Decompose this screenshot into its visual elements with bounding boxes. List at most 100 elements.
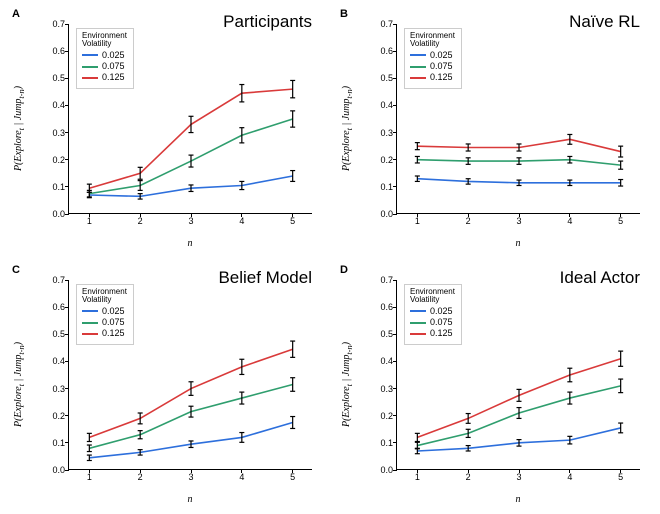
- panel-a: AParticipantsP(Exploret | Jumpt-n)n0.00.…: [6, 6, 326, 251]
- legend-item: 0.125: [82, 328, 127, 339]
- legend-label: 0.025: [102, 50, 125, 61]
- x-tick-label: 1: [415, 216, 420, 226]
- legend-label: 0.125: [102, 328, 125, 339]
- x-tick-label: 1: [415, 472, 420, 482]
- y-tick-label: 0.0: [52, 209, 65, 219]
- legend-label: 0.075: [430, 317, 453, 328]
- y-tick-label: 0.2: [380, 155, 393, 165]
- legend-label: 0.075: [430, 61, 453, 72]
- panel-b: BNaïve RLP(Exploret | Jumpt-n)n0.00.10.2…: [334, 6, 654, 251]
- legend-swatch: [410, 333, 426, 335]
- panel-d: DIdeal ActorP(Exploret | Jumpt-n)n0.00.1…: [334, 262, 654, 507]
- y-tick-label: 0.7: [52, 19, 65, 29]
- y-tick-label: 0.5: [380, 73, 393, 83]
- panel-c: CBelief ModelP(Exploret | Jumpt-n)n0.00.…: [6, 262, 326, 507]
- y-tick-label: 0.3: [380, 128, 393, 138]
- x-tick-label: 3: [516, 216, 521, 226]
- legend-label: 0.025: [102, 306, 125, 317]
- y-tick-label: 0.2: [52, 411, 65, 421]
- y-tick-label: 0.7: [380, 275, 393, 285]
- legend-item: 0.075: [82, 61, 127, 72]
- x-tick-label: 2: [466, 472, 471, 482]
- legend: EnvironmentVolatility0.0250.0750.125: [76, 28, 134, 89]
- legend-item: 0.125: [410, 328, 455, 339]
- y-axis-label: P(Exploret | Jumpt-n): [10, 6, 30, 251]
- legend-item: 0.025: [410, 306, 455, 317]
- legend-title: EnvironmentVolatility: [410, 32, 455, 49]
- y-axis-label: P(Exploret | Jumpt-n): [10, 262, 30, 507]
- y-tick-label: 0.7: [380, 19, 393, 29]
- y-tick-label: 0.4: [52, 356, 65, 366]
- x-tick-label: 2: [138, 216, 143, 226]
- y-tick-label: 0.6: [380, 302, 393, 312]
- y-tick: [393, 214, 397, 215]
- legend-swatch: [410, 66, 426, 68]
- x-tick-label: 3: [188, 216, 193, 226]
- legend-label: 0.125: [102, 72, 125, 83]
- y-tick-label: 0.1: [380, 182, 393, 192]
- legend-title: EnvironmentVolatility: [410, 288, 455, 305]
- x-tick-label: 3: [516, 472, 521, 482]
- y-tick-label: 0.4: [380, 356, 393, 366]
- legend-swatch: [82, 66, 98, 68]
- legend-label: 0.075: [102, 317, 125, 328]
- legend-item: 0.075: [82, 317, 127, 328]
- legend-label: 0.125: [430, 328, 453, 339]
- x-axis-label: n: [396, 494, 640, 505]
- x-tick-label: 5: [290, 472, 295, 482]
- x-axis-label: n: [68, 494, 312, 505]
- x-tick-label: 5: [618, 216, 623, 226]
- y-tick: [393, 470, 397, 471]
- y-tick-label: 0.2: [380, 411, 393, 421]
- legend-label: 0.025: [430, 306, 453, 317]
- legend-swatch: [82, 333, 98, 335]
- y-tick-label: 0.0: [380, 465, 393, 475]
- series-line: [89, 89, 292, 188]
- x-tick-label: 5: [618, 472, 623, 482]
- x-tick-label: 1: [87, 472, 92, 482]
- legend-swatch: [82, 322, 98, 324]
- y-tick-label: 0.1: [380, 438, 393, 448]
- x-axis-label: n: [396, 238, 640, 249]
- legend-item: 0.075: [410, 61, 455, 72]
- legend-item: 0.075: [410, 317, 455, 328]
- legend-title: EnvironmentVolatility: [82, 288, 127, 305]
- y-tick-label: 0.4: [52, 100, 65, 110]
- legend-swatch: [410, 77, 426, 79]
- x-axis-label: n: [68, 238, 312, 249]
- y-tick-label: 0.6: [380, 46, 393, 56]
- x-tick-label: 2: [466, 216, 471, 226]
- x-tick-label: 4: [239, 216, 244, 226]
- y-tick: [65, 214, 69, 215]
- legend-item: 0.025: [82, 306, 127, 317]
- legend: EnvironmentVolatility0.0250.0750.125: [76, 284, 134, 345]
- legend-swatch: [410, 322, 426, 324]
- legend-swatch: [410, 54, 426, 56]
- legend-item: 0.125: [410, 72, 455, 83]
- y-tick-label: 0.5: [52, 73, 65, 83]
- y-tick: [65, 470, 69, 471]
- y-tick-label: 0.5: [380, 329, 393, 339]
- x-tick-label: 4: [567, 472, 572, 482]
- y-tick-label: 0.3: [52, 384, 65, 394]
- y-tick-label: 0.1: [52, 182, 65, 192]
- legend-item: 0.125: [82, 72, 127, 83]
- legend-swatch: [82, 310, 98, 312]
- legend: EnvironmentVolatility0.0250.0750.125: [404, 28, 462, 89]
- y-tick-label: 0.5: [52, 329, 65, 339]
- x-tick-label: 1: [87, 216, 92, 226]
- legend-label: 0.075: [102, 61, 125, 72]
- y-tick-label: 0.6: [52, 302, 65, 312]
- y-tick-label: 0.6: [52, 46, 65, 56]
- legend-swatch: [410, 310, 426, 312]
- y-tick-label: 0.2: [52, 155, 65, 165]
- legend-swatch: [82, 54, 98, 56]
- legend-label: 0.025: [430, 50, 453, 61]
- legend-label: 0.125: [430, 72, 453, 83]
- legend-swatch: [82, 77, 98, 79]
- x-tick-label: 3: [188, 472, 193, 482]
- legend-item: 0.025: [82, 50, 127, 61]
- y-tick-label: 0.0: [52, 465, 65, 475]
- x-tick-label: 2: [138, 472, 143, 482]
- y-tick-label: 0.4: [380, 100, 393, 110]
